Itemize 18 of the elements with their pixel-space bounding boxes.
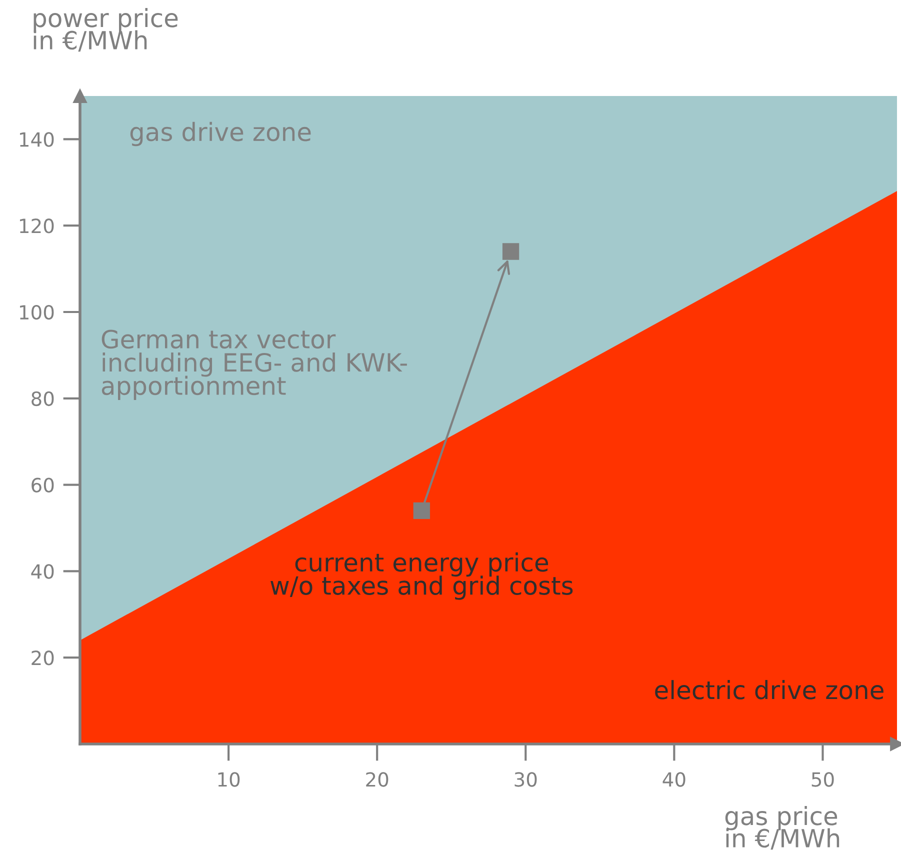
annotation: gas drive zone: [130, 122, 311, 146]
y-axis-title: power price in €/MWh: [34, 8, 178, 52]
y-tick-label: 20: [32, 650, 54, 666]
x-tick-label: 40: [662, 772, 686, 787]
y-tick-label: 60: [32, 478, 54, 492]
annotation: German tax vector including EEG- and KWK- apportionment: [102, 330, 407, 400]
y-tick-label: 40: [31, 564, 54, 579]
y-tick-label: 100: [20, 304, 54, 320]
y-tick-label: 140: [20, 132, 54, 147]
x-axis-title: gas price in €/MWh: [725, 806, 840, 850]
annotation: current energy price w/o taxes and grid costs: [270, 552, 573, 600]
x-tick-label: 30: [514, 772, 537, 787]
x-tick-label: 10: [218, 772, 240, 787]
x-tick-label: 50: [812, 772, 834, 787]
annotation: electric drive zone: [655, 680, 884, 700]
y-tick-label: 80: [32, 391, 54, 406]
y-tick-label: 120: [20, 218, 54, 234]
x-tick-label: 20: [366, 772, 388, 787]
